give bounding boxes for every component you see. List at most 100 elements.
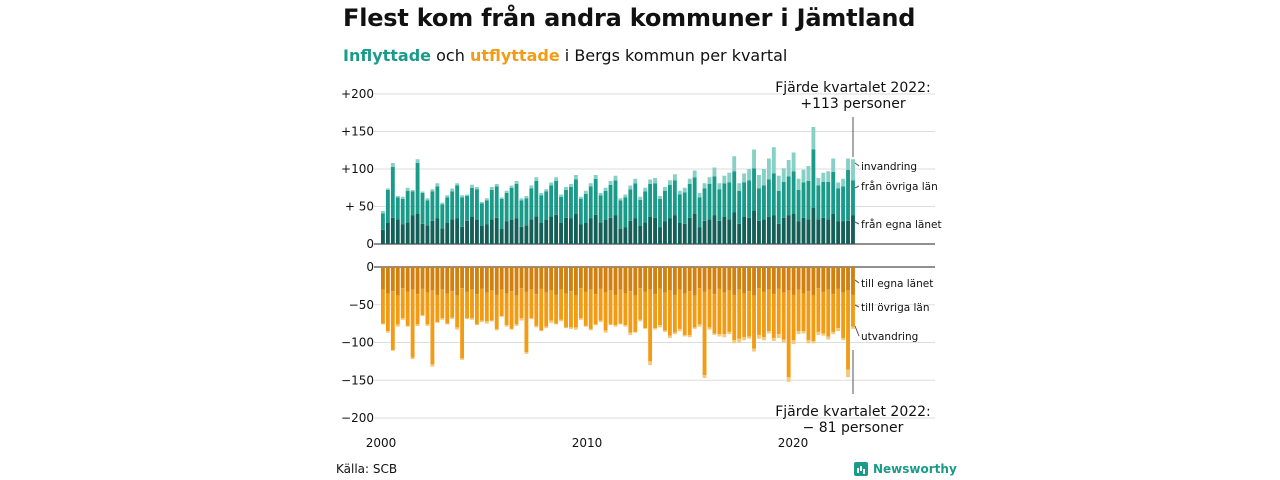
in-bar-segment xyxy=(470,217,474,244)
out-bar-segment xyxy=(707,327,712,330)
out-bar-segment xyxy=(549,267,554,291)
in-bar-segment xyxy=(400,199,405,225)
in-bar-segment xyxy=(608,217,613,244)
in-bar-segment xyxy=(623,194,628,198)
legend-in-label: invandring xyxy=(861,161,917,173)
out-bar-segment xyxy=(529,267,534,290)
out-bar-segment xyxy=(732,294,737,341)
in-bar-segment xyxy=(460,195,465,198)
out-bar-segment xyxy=(435,294,440,323)
out-bar-segment xyxy=(742,267,747,294)
out-bar-segment xyxy=(509,328,514,330)
in-bar-segment xyxy=(633,218,638,244)
out-bar-segment xyxy=(509,291,514,329)
in-bar-segment xyxy=(648,184,653,217)
out-bar-segment xyxy=(841,267,846,293)
out-bar-segment xyxy=(727,290,732,332)
y-tick-label-top: + 50 xyxy=(345,200,374,214)
out-bar-segment xyxy=(430,290,435,365)
in-bar-segment xyxy=(613,215,618,244)
out-bar-segment xyxy=(653,328,657,330)
in-bar-segment xyxy=(445,223,450,244)
out-bar-segment xyxy=(667,290,672,336)
out-bar-segment xyxy=(836,328,841,332)
in-bar-segment xyxy=(781,168,786,182)
out-bar-segment xyxy=(663,330,667,332)
out-bar-segment xyxy=(395,324,400,327)
axes: +200 +150 +100 + 50 0 0 −50 −100 −150 −200 2000 201… xyxy=(341,87,808,450)
out-bar-segment xyxy=(519,318,524,321)
in-bar-segment xyxy=(549,185,554,217)
out-bar-segment xyxy=(400,318,405,320)
in-bar-segment xyxy=(593,175,598,179)
out-bar-segment xyxy=(564,267,568,294)
in-bar-segment xyxy=(752,168,756,211)
in-bar-segment xyxy=(757,220,761,244)
out-bar-segment xyxy=(791,294,796,341)
out-bar-segment xyxy=(796,267,801,290)
out-bar-segment xyxy=(712,294,717,334)
out-bar-segment xyxy=(450,267,455,292)
in-bar-segment xyxy=(534,216,539,244)
out-bar-segment xyxy=(687,291,692,335)
out-bar-segment xyxy=(509,267,514,292)
in-bar-segment xyxy=(826,171,831,182)
in-bar-segment xyxy=(757,188,761,221)
in-bar-segment xyxy=(559,196,563,223)
brand-logo[interactable]: Newsworthy xyxy=(854,462,957,476)
out-bar-segment xyxy=(766,289,771,332)
in-bar-segment xyxy=(771,173,776,216)
in-bar-segment xyxy=(484,200,489,225)
out-bar-segment xyxy=(544,292,549,327)
in-bar-segment xyxy=(821,172,826,182)
out-bar-segment xyxy=(534,325,539,328)
in-bar-segment xyxy=(796,178,801,190)
out-bar-segment xyxy=(757,288,761,335)
out-bar-segment xyxy=(648,361,653,366)
in-bar-segment xyxy=(821,181,826,218)
in-bar-segment xyxy=(831,172,836,214)
out-bar-segment xyxy=(470,318,474,320)
in-bar-segment xyxy=(658,196,662,199)
y-tick-label-bottom: −100 xyxy=(341,336,374,350)
out-bar-segment xyxy=(608,267,613,291)
out-bar-segment xyxy=(445,293,450,324)
in-bar-segment xyxy=(544,189,549,192)
out-bar-segment xyxy=(593,294,598,325)
out-bar-segment xyxy=(816,288,821,332)
out-bar-segment xyxy=(766,267,771,290)
in-bar-segment xyxy=(569,218,573,244)
in-bar-segment xyxy=(395,196,400,198)
out-bar-segment xyxy=(465,291,469,319)
out-bar-segment xyxy=(430,364,435,367)
out-bar-segment xyxy=(682,293,687,335)
out-bar-segment xyxy=(395,267,400,296)
in-bar-segment xyxy=(638,226,643,244)
in-bar-segment xyxy=(732,212,737,244)
out-bar-segment xyxy=(475,267,479,295)
in-bar-segment xyxy=(588,186,593,219)
in-bar-segment xyxy=(672,215,677,244)
in-bar-segment xyxy=(598,193,603,196)
out-bar-segment xyxy=(643,267,648,292)
out-bar-segment xyxy=(420,315,425,317)
out-bar-segment xyxy=(450,291,455,318)
out-bar-segment xyxy=(776,267,781,289)
out-bar-segment xyxy=(826,267,831,290)
out-bar-segment xyxy=(722,292,727,335)
in-bar-segment xyxy=(460,197,465,227)
out-bar-segment xyxy=(786,267,791,291)
in-bar-segment xyxy=(455,218,460,244)
out-bar-segment xyxy=(653,294,657,329)
in-bar-segment xyxy=(390,217,395,244)
out-bar-segment xyxy=(514,324,519,326)
in-bar-segment xyxy=(608,184,613,218)
in-bar-segment xyxy=(747,217,752,244)
out-bar-segment xyxy=(539,288,544,331)
in-bar-segment xyxy=(450,191,455,220)
out-bar-segment xyxy=(786,290,791,378)
out-bar-segment xyxy=(821,267,826,292)
legend-in-label: från övriga län xyxy=(861,180,938,193)
in-bar-segment xyxy=(465,194,469,196)
out-bar-segment xyxy=(633,267,638,296)
